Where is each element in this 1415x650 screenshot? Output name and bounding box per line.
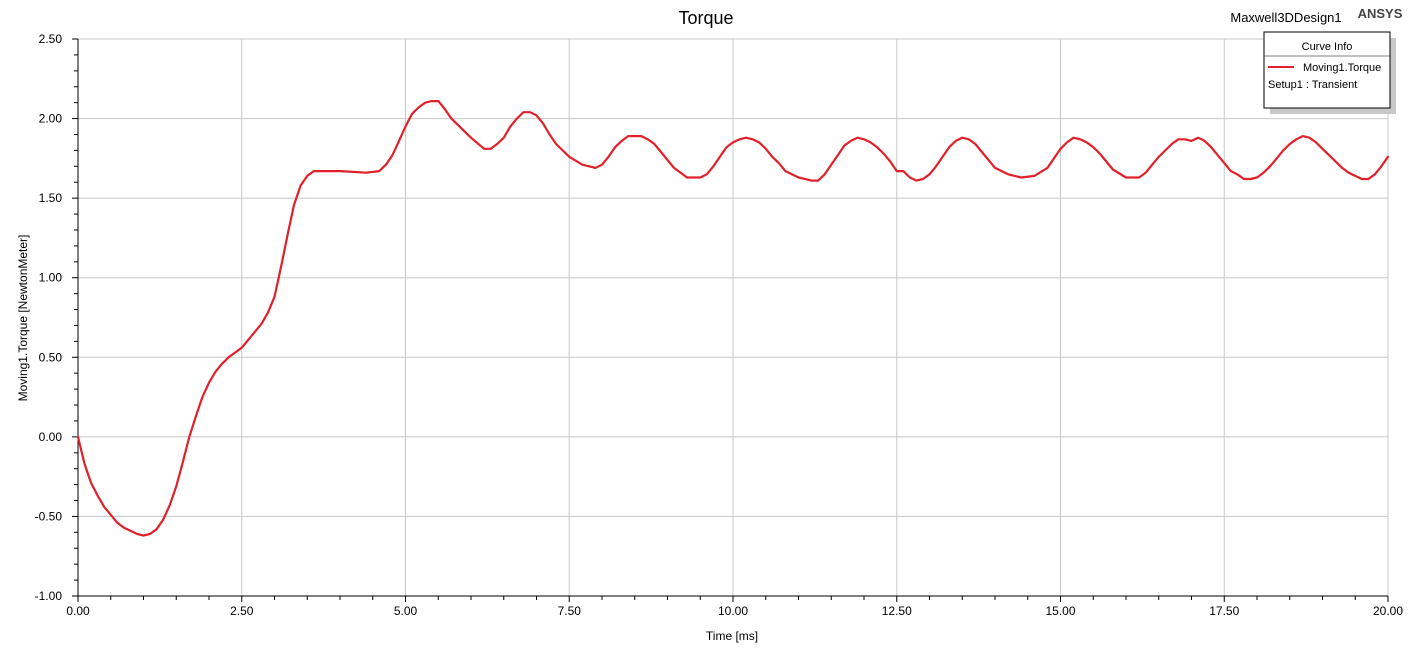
series-layer [76, 99, 1390, 537]
x-axis-title: Time [ms] [706, 629, 758, 643]
x-tick-label: 5.00 [394, 604, 418, 618]
y-tick-label: 1.50 [39, 191, 63, 205]
y-tick-label: -1.00 [35, 589, 63, 603]
legend[interactable]: Curve Info Moving1.Torque Setup1 : Trans… [1263, 31, 1396, 114]
x-tick-label: 0.00 [66, 604, 90, 618]
legend-title: Curve Info [1302, 41, 1353, 53]
legend-series-name: Moving1.Torque [1303, 62, 1381, 74]
chart-title: Torque [678, 8, 733, 28]
y-tick-label: 2.00 [39, 112, 63, 126]
y-tick-label: 0.50 [39, 350, 63, 364]
y-tick-label: -0.50 [35, 509, 63, 523]
design-name: Maxwell3DDesign1 [1230, 10, 1341, 25]
legend-series-setup: Setup1 : Transient [1268, 79, 1357, 91]
x-tick-label: 2.50 [230, 604, 254, 618]
x-tick-label: 7.50 [558, 604, 582, 618]
y-tick-label: 1.00 [39, 271, 63, 285]
y-tick-label: 2.50 [39, 32, 63, 46]
plot-frame [77, 39, 1388, 597]
x-tick-label: 17.50 [1209, 604, 1239, 618]
x-tick-label: 12.50 [882, 604, 912, 618]
x-tick-label: 15.00 [1045, 604, 1075, 618]
x-tick-label: 20.00 [1373, 604, 1403, 618]
axis-ticks [72, 38, 1389, 602]
y-tick-label: 0.00 [39, 430, 63, 444]
tick-labels: 0.00 2.50 5.00 7.50 10.00 12.50 15.00 17.50 20.0… [35, 32, 1404, 618]
x-tick-label: 10.00 [718, 604, 748, 618]
y-axis-title: Moving1.Torque [NewtonMeter] [16, 235, 30, 402]
ansys-brand: ANSYS [1358, 6, 1403, 21]
legend-box [1263, 31, 1391, 109]
series-line-moving1-torque [76, 99, 1390, 537]
